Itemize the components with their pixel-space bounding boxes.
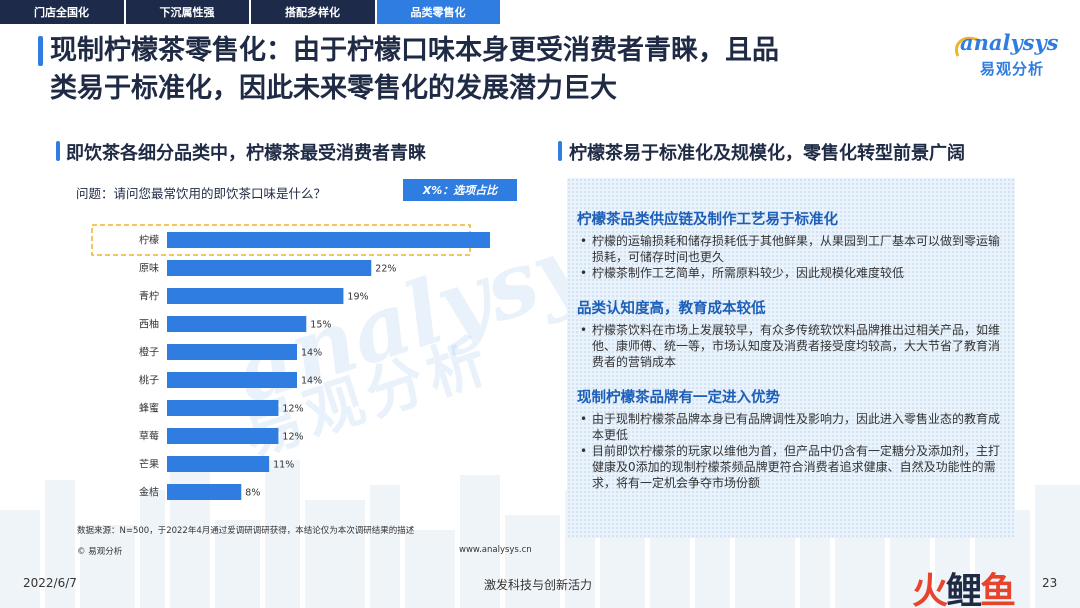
tab-label: 下沉属性强: [159, 6, 215, 19]
value-label: 12%: [282, 404, 303, 415]
insight-bullet: 柠檬茶饮料在市场上发展较早，有众多传统软饮料品牌推出过相关产品，如维他、康师傅、…: [577, 322, 1009, 370]
insight-panel: 柠檬茶品类供应链及制作工艺易于标准化 柠檬的运输损耗和储存损耗低于其他鲜果，从果…: [567, 178, 1015, 538]
insight-bullet: 柠檬茶制作工艺简单，所需原料较少，因此规模化难度较低: [577, 265, 1009, 281]
tab-label: 品类零售化: [410, 6, 466, 19]
value-label: 8%: [245, 488, 260, 499]
value-label: 22%: [375, 264, 396, 275]
bar: [167, 456, 270, 472]
brand-mark: 火鲤鱼: [912, 562, 1016, 608]
category-label: 蜂蜜: [139, 402, 159, 415]
survey-question: 问题：请问您最常饮用的即饮茶口味是什么？: [76, 186, 327, 201]
insight-bullet: 目前即饮柠檬茶的玩家以维他为首，但产品中仍含有一定糖分及添加剂，主打健康及0添加…: [577, 443, 1009, 491]
website-url[interactable]: www.analysys.cn: [459, 545, 532, 555]
tab-category-retail[interactable]: 品类零售化: [376, 0, 502, 24]
category-label: 金桔: [139, 486, 159, 499]
insight-heading: 柠檬茶品类供应链及制作工艺易于标准化: [577, 212, 838, 228]
footer-slogan: 激发科技与创新活力: [484, 578, 593, 592]
logo-arc-icon: [955, 36, 979, 57]
bar: [167, 400, 279, 416]
left-section-bar: [56, 141, 60, 161]
category-label: 芒果: [139, 458, 159, 471]
insight-group: 现制柠檬茶品牌有一定进入优势 由于现制柠檬茶品牌本身已有品牌调性及影响力，因此进…: [577, 386, 1009, 491]
bar: [167, 428, 279, 444]
logo-wordmark: analysys: [960, 30, 1059, 55]
insight-bullet: 由于现制柠檬茶品牌本身已有品牌调性及影响力，因此进入零售业态的教育成本更低: [577, 411, 1009, 443]
value-label: 15%: [310, 320, 331, 331]
bar: [167, 316, 307, 332]
page-title-line1: 现制柠檬茶零售化：由于柠檬口味本身更受消费者青睐，且品: [50, 35, 779, 66]
value-label: 14%: [301, 348, 322, 359]
category-label: 桃子: [139, 374, 159, 387]
copyright-note: © 易观分析: [77, 547, 123, 557]
analysys-logo: analysys 易观分析: [952, 30, 1062, 82]
category-label: 青柠: [139, 290, 159, 303]
tab-label: 门店全国化: [34, 6, 89, 19]
insight-heading: 现制柠檬茶品牌有一定进入优势: [577, 390, 780, 406]
bar: [167, 344, 297, 360]
logo-cn-text: 易观分析: [980, 60, 1045, 78]
page-title: 现制柠檬茶零售化：由于柠檬口味本身更受消费者青睐，且品 类易于标准化，因此未来零…: [50, 32, 930, 108]
right-section-bar: [558, 141, 562, 161]
value-label: 11%: [273, 460, 294, 471]
brand-char: 火: [912, 571, 948, 608]
category-label: 西柚: [139, 318, 159, 331]
insight-bullet: 柠檬的运输损耗和储存损耗低于其他鲜果，从果园到工厂基本可以做到零运输损耗，可储存…: [577, 233, 1009, 265]
value-label: 19%: [347, 292, 368, 303]
title-accent-bar: [38, 36, 43, 66]
percent-legend-badge: X%：选项占比: [403, 179, 517, 201]
footer-date: 2022/6/7: [23, 576, 77, 590]
category-label: 柠檬: [139, 234, 159, 247]
tab-label: 搭配多样化: [285, 6, 340, 19]
bar: [167, 232, 490, 248]
bar: [167, 288, 344, 304]
tab-diverse-pairing[interactable]: 搭配多样化: [251, 0, 377, 24]
tab-store-nationalization[interactable]: 门店全国化: [0, 0, 126, 24]
category-label: 原味: [139, 263, 159, 275]
brand-char: 鲤: [946, 571, 982, 608]
insight-panel-content: 柠檬茶品类供应链及制作工艺易于标准化 柠檬的运输损耗和储存损耗低于其他鲜果，从果…: [577, 208, 1009, 507]
page-number: 23: [1042, 576, 1058, 590]
top-tab-bar: 门店全国化 下沉属性强 搭配多样化 品类零售化: [0, 0, 502, 24]
category-label: 草莓: [139, 431, 159, 443]
insight-group: 柠檬茶品类供应链及制作工艺易于标准化 柠檬的运输损耗和储存损耗低于其他鲜果，从果…: [577, 208, 1009, 281]
bar: [167, 484, 242, 500]
flavor-bar-chart: 柠檬35%原味22%青柠19%西柚15%橙子14%桃子14%蜂蜜12%草莓12%…: [91, 224, 490, 500]
page-title-line2: 类易于标准化，因此未来零售化的发展潜力巨大: [50, 73, 617, 104]
tab-lower-tier-market[interactable]: 下沉属性强: [125, 0, 251, 24]
category-label: 橙子: [139, 346, 159, 359]
value-label: 12%: [282, 432, 303, 443]
value-label: 14%: [301, 376, 322, 387]
bar: [167, 372, 297, 388]
left-section-title: 即饮茶各细分品类中，柠檬茶最受消费者青睐: [66, 143, 426, 164]
bar: [167, 260, 372, 276]
right-section-title: 柠檬茶易于标准化及规模化，零售化转型前景广阔: [569, 143, 965, 164]
brand-char: 鱼: [980, 571, 1016, 608]
insight-heading: 品类认知度高，教育成本较低: [577, 301, 766, 317]
data-source-note: 数据来源：N=500，于2022年4月通过爱调研调研获得，本结论仅为本次调研结果…: [77, 526, 415, 536]
insight-group: 品类认知度高，教育成本较低 柠檬茶饮料在市场上发展较早，有众多传统软饮料品牌推出…: [577, 297, 1009, 370]
